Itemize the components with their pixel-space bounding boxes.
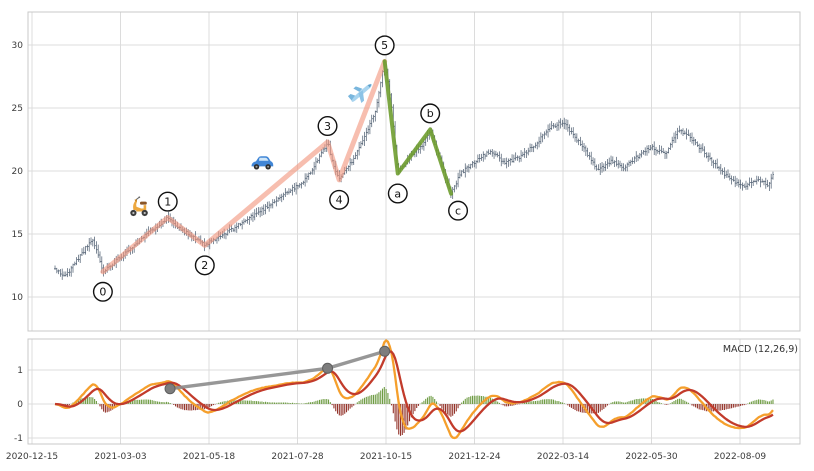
- wave-label-text-a: a: [394, 187, 401, 200]
- ohlc-bars-layer: [54, 59, 774, 280]
- x-tick-label: 2022-08-09: [714, 452, 767, 462]
- car-icon: [251, 156, 274, 170]
- macd-ytick-label: 1: [17, 366, 23, 376]
- x-tick-label: 2021-03-03: [94, 452, 146, 462]
- wave-label-3: 3: [317, 116, 338, 137]
- wave-label-5: 5: [374, 35, 395, 56]
- gridlines: [28, 12, 800, 444]
- wave-label-2: 2: [194, 255, 215, 276]
- wave-label-b: b: [420, 103, 441, 124]
- price-panel-border: [27, 11, 801, 332]
- wave-label-text-2: 2: [201, 259, 208, 272]
- x-tick-label: 2022-03-14: [537, 452, 590, 462]
- elliott-wave-labels: 0 1 2 3 4 5 a b c: [92, 35, 469, 302]
- wave-label-text-5: 5: [381, 39, 388, 52]
- signal-line: [54, 350, 774, 433]
- x-tick-label: 2022-05-30: [625, 452, 678, 462]
- wave-label-1: 1: [157, 191, 178, 212]
- divergence-marker-2: [379, 345, 391, 357]
- wave-label-a: a: [387, 183, 408, 204]
- wave-label-text-3: 3: [324, 120, 331, 133]
- price-bars: [54, 59, 774, 280]
- price-ytick-label: 10: [12, 293, 24, 303]
- macd-panel-layer: [54, 339, 774, 440]
- price-ytick-label: 15: [12, 230, 23, 240]
- panel-borders: [27, 11, 801, 445]
- wave-label-text-b: b: [427, 107, 434, 120]
- wave-label-text-1: 1: [164, 195, 171, 208]
- x-tick-label: 2020-12-15: [6, 452, 58, 462]
- wave-label-c: c: [448, 200, 469, 221]
- price-ytick-label: 25: [12, 104, 23, 114]
- macd-panel-border: [27, 338, 801, 445]
- macd-line: [54, 339, 774, 440]
- x-tick-label: 2021-12-24: [448, 452, 501, 462]
- wave-label-0: 0: [92, 281, 113, 302]
- wave-label-text-4: 4: [336, 194, 343, 207]
- scooter-icon: [129, 195, 149, 217]
- price-ytick-label: 20: [12, 167, 24, 177]
- x-tick-label: 2021-07-28: [271, 452, 324, 462]
- macd-histogram-positive: [70, 387, 774, 404]
- macd-ytick-label: -1: [14, 434, 23, 444]
- wave-label-text-0: 0: [99, 286, 106, 299]
- price-ytick-label: 30: [12, 41, 24, 51]
- wave-label-4: 4: [329, 189, 350, 210]
- divergence-marker-1: [322, 362, 334, 374]
- elliott-correction-line: [382, 59, 454, 196]
- x-tick-label: 2021-05-18: [183, 452, 236, 462]
- x-tick-label: 2021-10-15: [360, 452, 412, 462]
- macd-ytick-label: 0: [17, 400, 23, 410]
- divergence-marker-0: [164, 383, 176, 395]
- wave-label-text-c: c: [455, 204, 461, 217]
- elliott-impulse-line: [100, 58, 388, 275]
- elliott-wave-lines: [100, 58, 454, 275]
- macd-legend: MACD (12,26,9): [722, 344, 798, 355]
